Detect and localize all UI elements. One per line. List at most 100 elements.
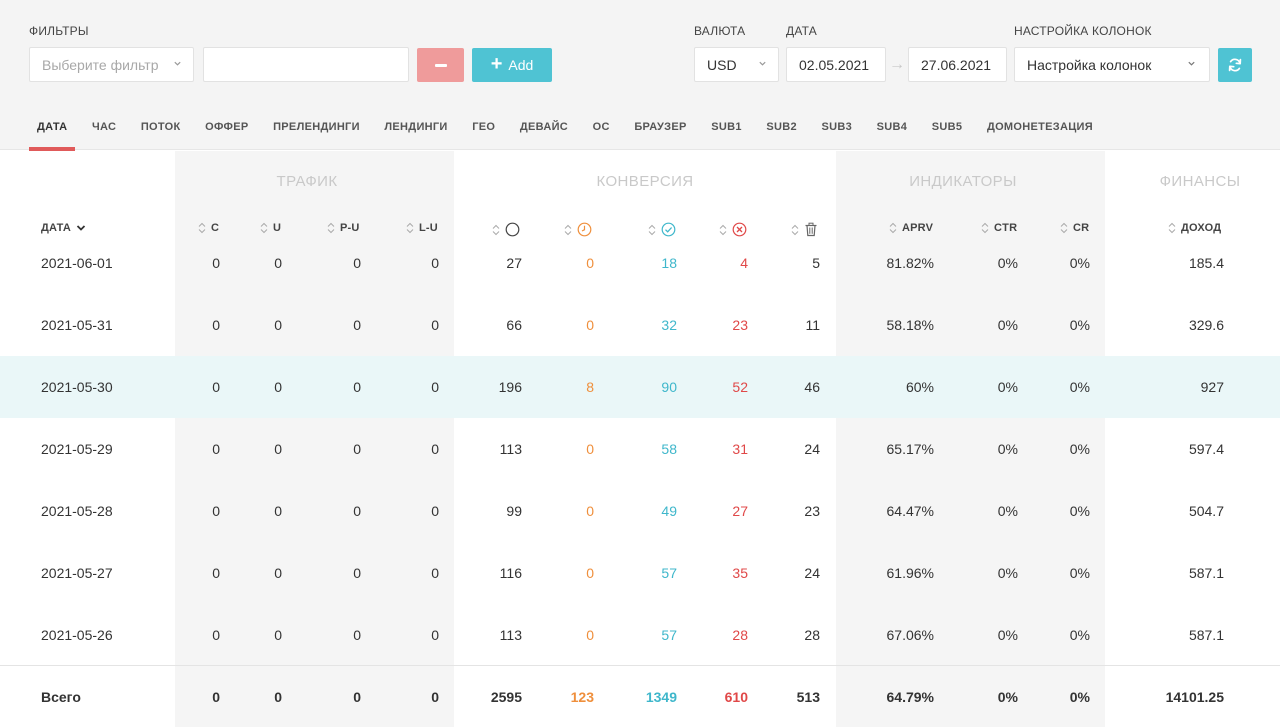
currency-select[interactable]: USD xyxy=(694,47,779,82)
tab-9[interactable]: БРАУЗЕР xyxy=(634,121,687,133)
column-header-trash[interactable] xyxy=(791,222,818,237)
cell-aprv: 64.79% xyxy=(886,689,934,705)
table-row[interactable]: 2021-05-26 0 0 0 0 113 0 57 28 28 67.06% 0% 0% 587.1 xyxy=(0,627,1280,657)
cell-ctr: 0% xyxy=(997,379,1018,395)
cell-pending: 8 xyxy=(586,379,594,395)
trash-icon xyxy=(805,222,817,237)
date-from-input[interactable]: 02.05.2021 xyxy=(786,47,886,82)
column-header-date[interactable]: ДАТА xyxy=(41,222,86,234)
cell-ctr: 0% xyxy=(997,565,1018,581)
cell-u: 0 xyxy=(274,255,282,271)
total-row[interactable]: Всего 0 0 0 0 2595 123 1349 610 513 64.79% 0% 0% 1410… xyxy=(0,689,1280,719)
cell-date: 2021-05-29 xyxy=(41,441,113,457)
tab-2[interactable]: ПОТОК xyxy=(140,121,181,133)
tab-14[interactable]: SUB5 xyxy=(931,121,963,133)
refresh-button[interactable] xyxy=(1218,48,1252,82)
cell-pending: 0 xyxy=(586,503,594,519)
cell-pu: 0 xyxy=(353,565,361,581)
tab-8[interactable]: ОС xyxy=(592,121,610,133)
sort-icon xyxy=(198,222,206,234)
cell-pending: 0 xyxy=(586,255,594,271)
table-row[interactable]: 2021-06-01 0 0 0 0 27 0 18 4 5 81.82% 0% 0% 185.4 xyxy=(0,255,1280,285)
tab-4[interactable]: ПРЕЛЕНДИНГИ xyxy=(273,121,360,133)
sort-icon xyxy=(564,224,572,235)
table-row[interactable]: 2021-05-28 0 0 0 0 99 0 49 27 23 64.47% 0% 0% 504.7 xyxy=(0,503,1280,533)
currency-label: ВАЛЮТА xyxy=(694,24,746,38)
group-header-traffic: ТРАФИК xyxy=(276,173,338,190)
cell-total: 116 xyxy=(499,565,522,581)
column-header-approved[interactable] xyxy=(648,222,676,237)
table-row[interactable]: 2021-05-30 0 0 0 0 196 8 90 52 46 60% 0% 0% 927 xyxy=(0,379,1280,409)
cell-cr: 0% xyxy=(1069,255,1090,271)
table-row[interactable]: 2021-05-27 0 0 0 0 116 0 57 35 24 61.96% 0% 0% 587.1 xyxy=(0,565,1280,595)
add-filter-button[interactable]: + Add xyxy=(472,48,552,82)
column-header-rejected[interactable] xyxy=(719,222,747,237)
sort-icon xyxy=(981,222,989,234)
tab-13[interactable]: SUB4 xyxy=(876,121,908,133)
column-header-lu[interactable]: L-U xyxy=(406,222,438,234)
x-circle-icon xyxy=(732,222,747,237)
traffic-column-group-bg xyxy=(175,151,454,727)
cell-lu: 0 xyxy=(431,627,439,643)
column-header-income[interactable]: ДОХОД xyxy=(1168,222,1221,234)
plus-icon: + xyxy=(490,53,503,75)
column-header-pending[interactable] xyxy=(564,222,592,237)
cell-lu: 0 xyxy=(431,317,439,333)
columns-setting-select[interactable]: Настройка колонок xyxy=(1014,47,1210,82)
highlighted-row xyxy=(0,356,1280,418)
column-header-u-label: U xyxy=(273,222,282,234)
column-header-cr[interactable]: CR xyxy=(1060,222,1089,234)
column-header-c[interactable]: C xyxy=(198,222,219,234)
tab-10[interactable]: SUB1 xyxy=(711,121,742,133)
cell-rejected: 52 xyxy=(732,379,748,395)
column-header-pu[interactable]: P-U xyxy=(327,222,360,234)
cell-lu: 0 xyxy=(431,255,439,271)
cell-u: 0 xyxy=(274,627,282,643)
column-header-total-conversions[interactable] xyxy=(492,222,520,237)
remove-filter-button[interactable] xyxy=(417,48,464,82)
cell-c: 0 xyxy=(212,689,220,705)
column-header-lu-label: L-U xyxy=(419,222,438,234)
date-to-input[interactable]: 27.06.2021 xyxy=(908,47,1007,82)
tab-0[interactable]: ДАТА xyxy=(29,108,76,151)
table-row[interactable]: 2021-05-29 0 0 0 0 113 0 58 31 24 65.17% 0% 0% 597.4 xyxy=(0,441,1280,471)
tab-6[interactable]: ГЕО xyxy=(472,121,496,133)
tab-11[interactable]: SUB2 xyxy=(766,121,797,133)
cell-date: 2021-05-31 xyxy=(41,317,113,333)
cell-ctr: 0% xyxy=(997,689,1018,705)
column-header-ctr[interactable]: CTR xyxy=(981,222,1017,234)
cell-rejected: 23 xyxy=(732,317,748,333)
sort-icon xyxy=(791,224,799,235)
cell-approved: 49 xyxy=(661,503,677,519)
tab-7[interactable]: ДЕВАЙС xyxy=(519,121,569,133)
cell-date: 2021-05-26 xyxy=(41,627,113,643)
tab-5[interactable]: ЛЕНДИНГИ xyxy=(384,121,448,133)
tab-3[interactable]: ОФФЕР xyxy=(205,121,249,133)
column-header-income-label: ДОХОД xyxy=(1181,222,1222,234)
filter-select[interactable]: Выберите фильтр xyxy=(29,47,194,82)
cell-trash: 28 xyxy=(804,627,820,643)
table-row[interactable]: 2021-05-31 0 0 0 0 66 0 32 23 11 58.18% 0% 0% 329.6 xyxy=(0,317,1280,347)
filter-bar: ФИЛЬТРЫ Выберите фильтр + Add ВАЛЮТА USD… xyxy=(0,0,1280,151)
tab-12[interactable]: SUB3 xyxy=(821,121,853,133)
column-header-date-label: ДАТА xyxy=(41,222,72,234)
cell-pending: 0 xyxy=(586,317,594,333)
cell-trash: 513 xyxy=(796,689,820,705)
tab-15[interactable]: ДОМОНЕТЕЗАЦИЯ xyxy=(986,121,1093,133)
date-label: ДАТА xyxy=(786,24,817,38)
cell-total: 27 xyxy=(506,255,522,271)
filter-select-placeholder: Выберите фильтр xyxy=(42,56,159,73)
cell-approved: 1349 xyxy=(645,689,677,705)
cell-u: 0 xyxy=(274,379,282,395)
tab-1[interactable]: ЧАС xyxy=(92,121,117,133)
column-header-aprv[interactable]: APRV xyxy=(889,222,933,234)
refresh-icon xyxy=(1228,58,1242,72)
minus-icon xyxy=(434,63,447,67)
cell-pu: 0 xyxy=(353,379,361,395)
cell-rejected: 27 xyxy=(732,503,748,519)
filter-value-input[interactable] xyxy=(203,47,409,82)
cell-rejected: 35 xyxy=(732,565,748,581)
column-header-u[interactable]: U xyxy=(260,222,281,234)
cell-ctr: 0% xyxy=(997,317,1018,333)
sort-icon xyxy=(1060,222,1068,234)
